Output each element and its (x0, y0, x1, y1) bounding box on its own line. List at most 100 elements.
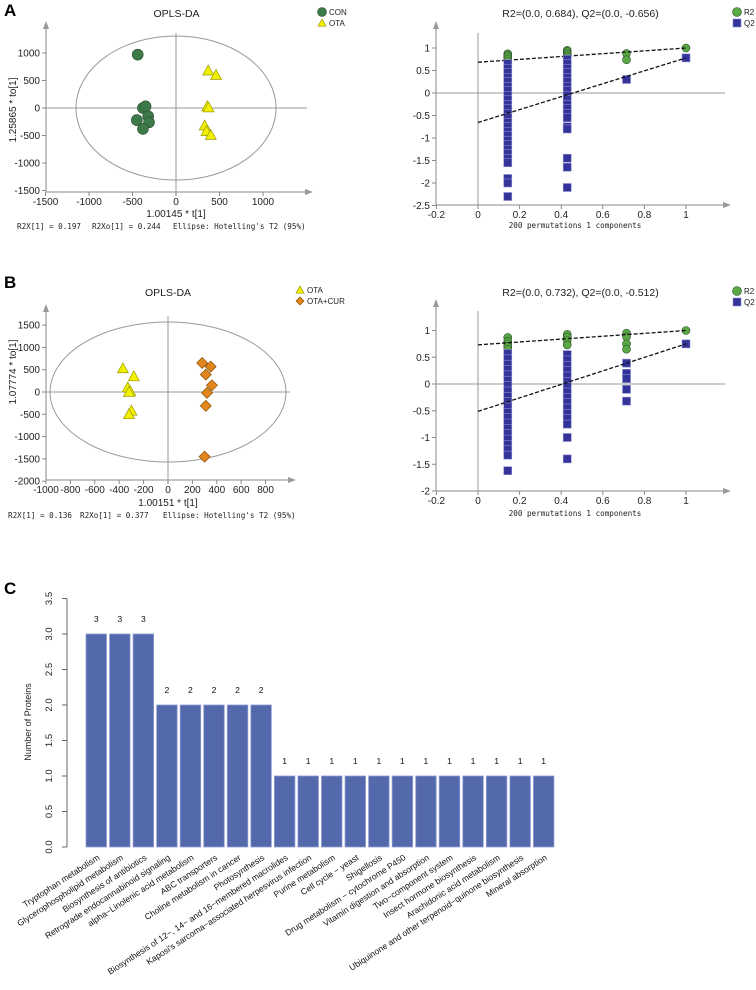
point-q2 (562, 124, 572, 134)
y-tick-label: 0 (34, 388, 40, 399)
bar (438, 775, 461, 848)
point-q2 (503, 192, 513, 201)
legend-label: R2 (744, 8, 755, 17)
point-ota (127, 370, 140, 382)
footer-text: R2Xo[1] = 0.244 (92, 222, 161, 231)
x-axis-arrow-icon (305, 189, 313, 195)
point-q2 (562, 183, 572, 192)
point-ota-cur (196, 357, 209, 370)
x-tick-label: 400 (208, 485, 225, 496)
x-tick-label: -0.2 (428, 496, 446, 507)
x-tick-label: 500 (211, 197, 228, 208)
x-tick-label: 0 (173, 197, 179, 208)
bar (156, 704, 178, 848)
y-tick-label: -0.5 (413, 111, 431, 122)
bar (533, 775, 555, 848)
bar-value-label: 1 (400, 756, 405, 766)
bar-value-label: 1 (376, 756, 381, 766)
y-tick-label: -1 (421, 134, 430, 145)
point-ota-cur (199, 368, 212, 381)
legend-marker-ota (317, 18, 327, 27)
point-ota-cur (204, 360, 217, 373)
bar (85, 633, 107, 848)
point-r2 (622, 55, 631, 65)
point-q2 (562, 162, 572, 172)
bar-value-label: 3 (141, 614, 146, 624)
y-tick-label: 3.5 (44, 592, 55, 605)
x-tick-label: 0 (475, 210, 481, 221)
x-tick-label: -200 (134, 485, 154, 496)
y-tick-label: -1500 (14, 186, 40, 197)
x-axis-label: 200 permutations 1 components (509, 221, 642, 230)
x-tick-label: 200 (184, 485, 201, 496)
x-tick-label: 0.4 (554, 210, 568, 221)
y-tick-label: -0.5 (413, 406, 431, 417)
point-ota (122, 385, 136, 397)
y-axis-arrow-icon (43, 21, 49, 29)
x-tick-label: 0 (165, 485, 171, 496)
bar (344, 775, 366, 848)
point-ota-cur (198, 450, 211, 463)
legend-label: R2 (744, 287, 755, 296)
bar (485, 775, 508, 848)
point-q2 (562, 153, 572, 163)
y-tick-label: 0.0 (44, 840, 55, 853)
x-tick-label: 0.4 (554, 496, 568, 507)
x-tick-label: 1000 (252, 197, 275, 208)
x-tick-label: -600 (85, 485, 105, 496)
y-tick-label: -2 (421, 179, 430, 190)
point-ota (202, 101, 215, 113)
bar (462, 775, 484, 848)
y-tick-label: -1.5 (413, 156, 431, 167)
point-q2 (562, 113, 572, 123)
x-axis-arrow-icon (288, 477, 296, 483)
point-ota (122, 408, 136, 420)
legend-marker-q2 (732, 18, 742, 28)
y-tick-label: 1.0 (44, 769, 55, 782)
hotelling-ellipse (75, 35, 277, 181)
y-tick-label: -1 (421, 433, 430, 444)
point-con (131, 48, 144, 61)
point-q2 (562, 419, 572, 429)
chart-title: R2=(0.0, 0.684), Q2=(0.0, -0.656) (502, 8, 658, 20)
regression-line-r2 (477, 329, 687, 346)
y-tick-label: 2.0 (44, 698, 55, 711)
bar-value-label: 1 (353, 756, 358, 766)
y-tick-label: 0.5 (416, 66, 430, 77)
x-tick-label: 0.8 (637, 496, 651, 507)
y-tick-label: 1000 (18, 49, 41, 60)
y-tick-label: 0.5 (44, 805, 55, 818)
y-tick-label: 0.5 (416, 353, 430, 364)
y-axis-arrow-icon (433, 21, 439, 29)
point-ota (202, 64, 215, 76)
panel-label-b: B (4, 273, 16, 292)
point-q2 (503, 450, 513, 460)
opls-da-score-plot-a: -1500 -1000 -500 0 500 1000 -1500 -1000 -500 0 500… (8, 7, 347, 231)
regression-line-q2 (477, 343, 687, 413)
point-r2 (622, 344, 631, 354)
bar (109, 633, 131, 848)
point-con (131, 114, 143, 126)
point-ota (204, 128, 217, 140)
y-axis-arrow-icon (433, 299, 439, 307)
y-tick-label: 0 (424, 380, 430, 391)
x-tick-label: -400 (109, 485, 129, 496)
bar-value-label: 2 (165, 685, 170, 695)
point-ota (209, 68, 223, 80)
footer-text: R2X[1] = 0.136 (8, 511, 72, 520)
x-axis-arrow-icon (723, 202, 731, 208)
x-tick-label: -800 (60, 485, 80, 496)
regression-line-r2 (477, 47, 687, 63)
point-q2 (503, 158, 513, 168)
y-tick-label: -1000 (14, 432, 40, 443)
bar (509, 775, 531, 848)
x-tick-label: 0 (475, 496, 481, 507)
legend-label: Q2 (744, 19, 755, 28)
point-ota (116, 362, 129, 374)
bar-value-label: 1 (471, 756, 476, 766)
bar (391, 775, 414, 848)
y-tick-label: 2.5 (44, 663, 55, 676)
bar (250, 704, 272, 848)
legend-label: OTA (329, 19, 346, 28)
y-tick-label: 1 (424, 44, 430, 55)
